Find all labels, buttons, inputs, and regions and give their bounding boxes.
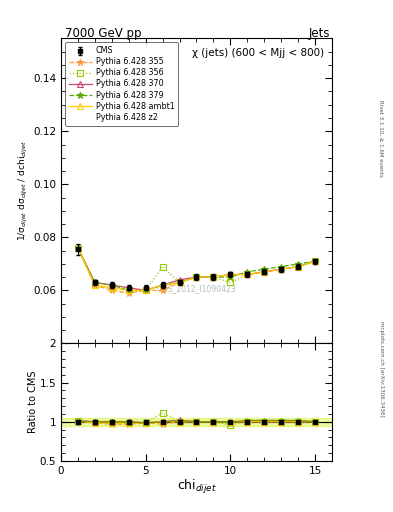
Text: Rivet 3.1.10, ≥ 1.6M events: Rivet 3.1.10, ≥ 1.6M events — [379, 100, 384, 177]
Y-axis label: Ratio to CMS: Ratio to CMS — [28, 371, 38, 433]
Text: χ (jets) (600 < Mjj < 800): χ (jets) (600 < Mjj < 800) — [192, 48, 324, 57]
Y-axis label: 1/σ$_{dijet}$ dσ$_{dijet}$ / dchi$_{dijet}$: 1/σ$_{dijet}$ dσ$_{dijet}$ / dchi$_{dije… — [17, 140, 30, 241]
Legend: CMS, Pythia 6.428 355, Pythia 6.428 356, Pythia 6.428 370, Pythia 6.428 379, Pyt: CMS, Pythia 6.428 355, Pythia 6.428 356,… — [65, 42, 178, 125]
Text: 7000 GeV pp: 7000 GeV pp — [65, 27, 141, 39]
Text: Jets: Jets — [309, 27, 330, 39]
Bar — [61, 418, 332, 425]
X-axis label: chi$_{dijet}$: chi$_{dijet}$ — [176, 478, 217, 497]
Text: CMS_2012_I1090423: CMS_2012_I1090423 — [157, 284, 236, 293]
Text: mcplots.cern.ch [arXiv:1306.3436]: mcplots.cern.ch [arXiv:1306.3436] — [379, 321, 384, 416]
